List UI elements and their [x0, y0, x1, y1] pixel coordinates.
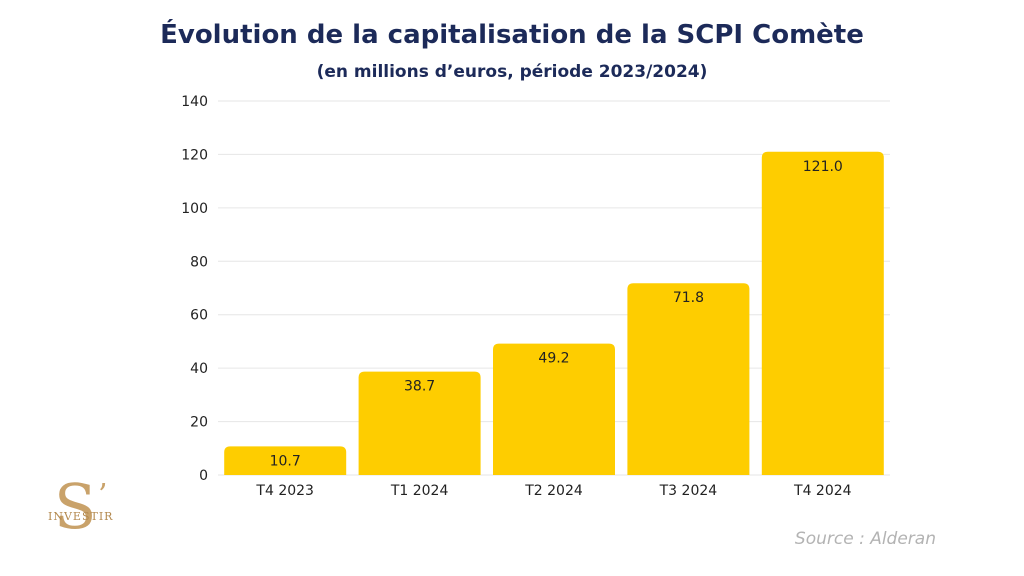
x-tick-label: T4 2024 [793, 483, 852, 499]
bar-value-label: 49.2 [538, 351, 569, 367]
bar [224, 446, 347, 475]
y-tick-label: 0 [199, 468, 208, 484]
bar [761, 151, 884, 475]
bar [358, 371, 481, 475]
chart-subtitle: (en millions d’euros, période 2023/2024) [316, 62, 708, 82]
bar-value-label: 10.7 [270, 453, 301, 469]
bar-value-labels: 10.7 38.7 49.2 71.8 121.0 [270, 159, 843, 470]
y-tick-label: 120 [181, 147, 208, 163]
y-tick-label: 100 [181, 201, 208, 217]
y-tick-label: 40 [190, 361, 208, 377]
bar-value-label: 38.7 [404, 379, 435, 395]
chart-title: Évolution de la capitalisation de la SCP… [160, 20, 864, 50]
y-tick-label: 60 [190, 308, 208, 324]
y-tick-label: 80 [190, 254, 208, 270]
x-tick-label: T4 2023 [255, 483, 314, 499]
x-tick-label: T3 2024 [659, 483, 718, 499]
y-axis-ticks: 0 20 40 60 80 100 120 140 [181, 94, 208, 484]
logo-word: INVESTIR [48, 510, 114, 523]
y-tick-label: 140 [181, 94, 208, 110]
logo-apostrophe: ’ [98, 478, 108, 513]
x-axis-ticks: T4 2023 T1 2024 T2 2024 T3 2024 T4 2024 [255, 483, 851, 499]
bar [493, 343, 615, 475]
x-tick-label: T1 2024 [390, 483, 449, 499]
bar-value-label: 71.8 [673, 290, 704, 306]
bar [627, 283, 750, 475]
source-note: Source : Alderan [794, 529, 936, 549]
x-tick-label: T2 2024 [524, 483, 583, 499]
s-investir-logo: S ’ INVESTIR [46, 476, 126, 554]
logo-letter: S [54, 470, 97, 543]
bar-value-label: 121.0 [803, 159, 843, 175]
bars [224, 151, 884, 475]
y-tick-label: 20 [190, 415, 208, 431]
